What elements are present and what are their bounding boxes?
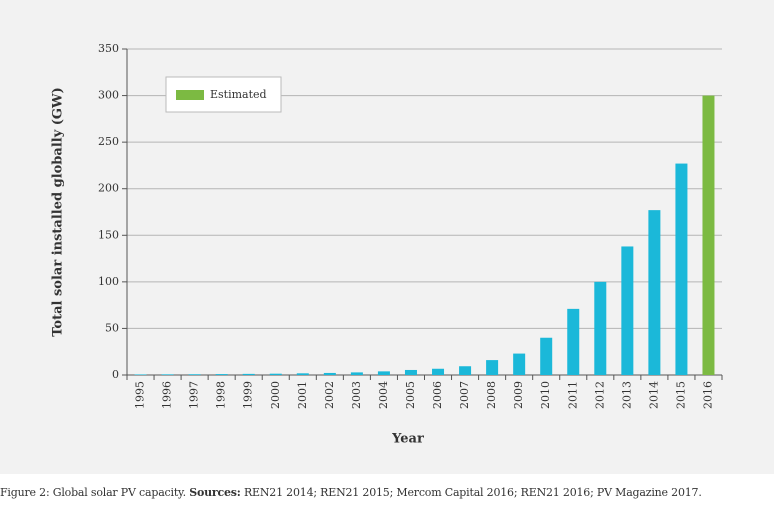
sources: REN21 2014; REN21 2015; Mercom Capital 2… (243, 486, 702, 499)
bar (567, 308, 580, 375)
bar (675, 163, 688, 375)
x-axis-title: Year (391, 432, 424, 447)
x-tick-label: 2005 (404, 381, 417, 409)
bar (621, 246, 634, 375)
x-tick-label: 2015 (674, 381, 687, 409)
legend-box (165, 76, 282, 113)
x-tick-label: 1995 (134, 381, 147, 409)
bar (432, 368, 445, 375)
bar (350, 372, 363, 375)
bar (377, 371, 390, 375)
bar (134, 374, 147, 375)
bar (540, 337, 553, 375)
x-tick-label: 2006 (431, 381, 444, 409)
x-tick-label: 2003 (350, 381, 363, 409)
x-tick-label: 2012 (593, 381, 606, 409)
sources-label: Sources: (189, 486, 241, 499)
bar (486, 360, 499, 375)
x-tick-label: 1999 (242, 381, 255, 409)
x-tick-label: 2000 (269, 381, 282, 409)
x-tick-label: 2014 (647, 381, 660, 409)
bar (648, 210, 661, 375)
x-tick-label: 2016 (701, 381, 714, 409)
y-tick-label: 300 (98, 89, 119, 102)
x-tick-label: 1998 (215, 381, 228, 409)
x-tick-label: 2009 (512, 381, 525, 409)
bar (296, 373, 309, 375)
x-tick-label: 2007 (458, 381, 471, 409)
x-tick-label: 2013 (620, 381, 633, 409)
x-tick-label: 2010 (539, 381, 552, 409)
x-tick-label: 2001 (296, 381, 309, 409)
caption-text: Global solar PV capacity. (52, 486, 186, 499)
legend-label: Estimated (210, 88, 267, 101)
bar (188, 374, 201, 375)
bar (702, 95, 715, 376)
x-tick-label: 1997 (188, 381, 201, 409)
x-tick-label: 2002 (323, 381, 336, 409)
legend-swatch (176, 90, 204, 100)
y-tick-label: 50 (105, 321, 119, 334)
y-tick-label: 150 (98, 228, 119, 241)
y-axis-title: Total solar installed globally (GW) (51, 87, 66, 337)
bar (594, 281, 607, 375)
caption: Figure 2: Global solar PV capacity. Sour… (0, 486, 774, 499)
y-tick-label: 0 (112, 368, 119, 381)
x-tick-label: 1996 (161, 381, 174, 409)
bar (215, 374, 228, 375)
bar (161, 374, 174, 375)
bar (269, 373, 282, 375)
chart: Total solar installed globally (GW) Year… (0, 0, 774, 474)
x-tick-label: 2011 (566, 381, 579, 409)
x-tick-label: 2004 (377, 381, 390, 409)
bar (323, 372, 336, 375)
y-tick-label: 200 (98, 182, 119, 195)
bar (513, 353, 526, 375)
bar (242, 373, 255, 375)
x-tick-label: 2008 (485, 381, 498, 409)
bar (404, 369, 417, 375)
y-tick-label: 100 (98, 275, 119, 288)
y-tick-label: 250 (98, 135, 119, 148)
figure-label: Figure 2: (0, 486, 50, 499)
y-tick-label: 350 (98, 42, 119, 55)
bar (459, 366, 472, 375)
